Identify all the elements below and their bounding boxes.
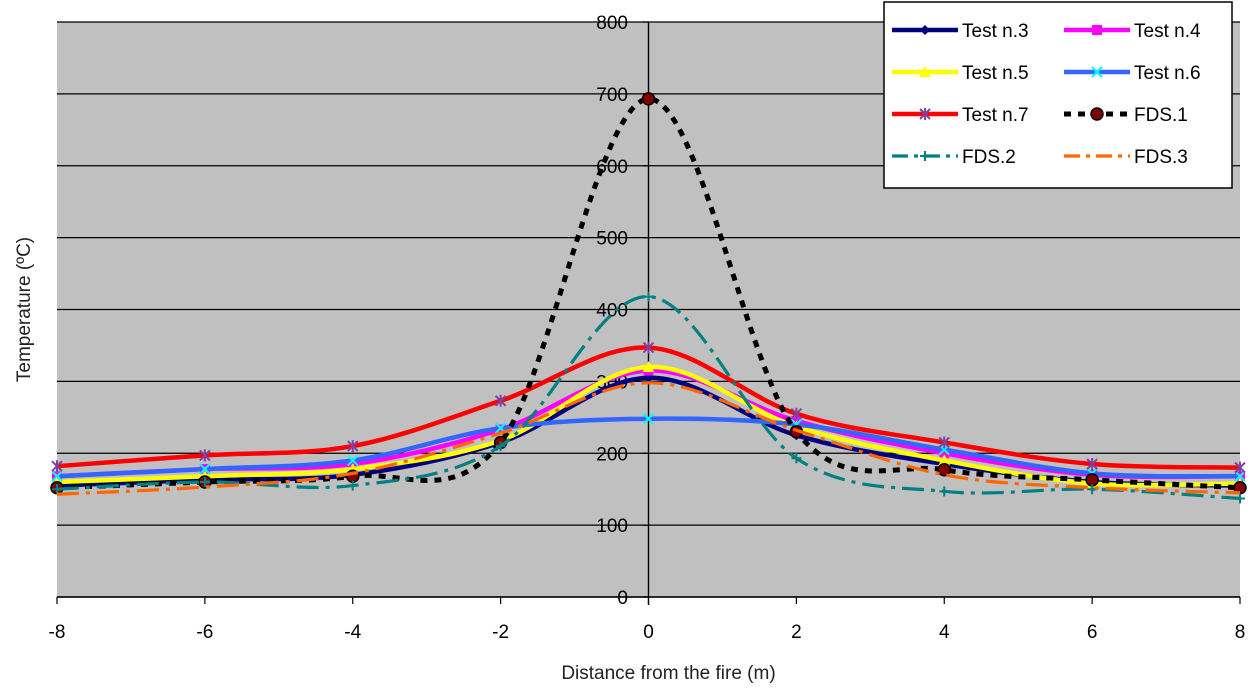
x-tick-label: -8 bbox=[49, 622, 66, 643]
data-point bbox=[642, 341, 655, 354]
data-point bbox=[51, 460, 63, 473]
legend-label: Test n.3 bbox=[962, 21, 1029, 42]
y-tick-label: 0 bbox=[617, 588, 628, 609]
legend-marker bbox=[919, 108, 931, 120]
series-fds-3 bbox=[56, 381, 1241, 496]
data-point bbox=[643, 291, 654, 302]
legend-marker bbox=[920, 25, 930, 35]
series-line bbox=[56, 96, 1241, 491]
legend-label: FDS.1 bbox=[1134, 105, 1188, 126]
legend-marker bbox=[1092, 25, 1102, 35]
x-tick-label: 6 bbox=[1087, 622, 1098, 643]
legend-label: FDS.3 bbox=[1134, 147, 1188, 168]
legend-box bbox=[883, 1, 1233, 189]
legend-marker bbox=[920, 151, 930, 161]
data-point bbox=[939, 448, 950, 459]
y-tick-label: 500 bbox=[596, 229, 628, 250]
data-point bbox=[494, 394, 507, 407]
y-tick-label: 200 bbox=[596, 444, 628, 465]
data-point bbox=[199, 449, 211, 462]
x-axis-label: Distance from the fire (m) bbox=[561, 663, 775, 684]
legend-label: Test n.6 bbox=[1134, 63, 1201, 84]
series-test-n-7 bbox=[51, 341, 1246, 474]
data-point bbox=[1085, 473, 1099, 487]
data-point bbox=[52, 484, 62, 495]
y-axis-label: Temperature (ºC) bbox=[14, 237, 35, 382]
y-tick-label: 100 bbox=[596, 516, 628, 537]
x-tick-labels: -8 -6 -4 -2 0 2 4 6 8 bbox=[49, 622, 1246, 643]
legend-label: Test n.7 bbox=[962, 105, 1029, 126]
series-lines bbox=[50, 92, 1247, 504]
y-tick-label: 400 bbox=[596, 301, 628, 322]
data-point bbox=[791, 453, 802, 464]
y-tick-label: 800 bbox=[596, 13, 628, 34]
data-point bbox=[1234, 470, 1246, 482]
data-point bbox=[938, 436, 950, 449]
x-tick-label: 2 bbox=[791, 622, 802, 643]
x-tick-label: 4 bbox=[939, 622, 950, 643]
data-point bbox=[347, 440, 359, 453]
legend-marker bbox=[1091, 66, 1103, 78]
data-point bbox=[1234, 461, 1246, 474]
data-point bbox=[51, 470, 63, 482]
y-tick-label: 700 bbox=[596, 85, 628, 106]
data-point bbox=[937, 463, 951, 477]
data-point bbox=[1086, 458, 1098, 471]
data-point bbox=[790, 407, 803, 420]
legend-label: FDS.2 bbox=[962, 147, 1016, 168]
data-point bbox=[495, 441, 506, 452]
legend-marker bbox=[919, 66, 931, 77]
x-tick-label: -2 bbox=[492, 622, 509, 643]
axes bbox=[56, 21, 1241, 605]
legend-marker bbox=[1090, 107, 1104, 121]
x-tick-label: 0 bbox=[643, 622, 654, 643]
x-tick-label: -4 bbox=[344, 622, 361, 643]
data-point bbox=[199, 477, 210, 487]
data-point bbox=[642, 413, 655, 425]
data-point bbox=[938, 454, 951, 466]
data-point bbox=[642, 361, 655, 372]
data-point bbox=[939, 486, 950, 497]
data-point bbox=[641, 92, 656, 106]
x-tick-label: -6 bbox=[196, 622, 213, 643]
data-point bbox=[1235, 493, 1245, 504]
data-point bbox=[347, 480, 358, 491]
series-line bbox=[56, 381, 1241, 496]
legend: Test n.3 Test n.4 Test n.5 Test n.6 Test n.7… bbox=[883, 1, 1233, 189]
x-tick-label: 8 bbox=[1235, 622, 1246, 643]
legend-label: Test n.4 bbox=[1134, 21, 1201, 42]
data-point bbox=[199, 463, 211, 475]
series-test-n-6 bbox=[51, 413, 1246, 482]
legend-label: Test n.5 bbox=[962, 63, 1029, 84]
data-point bbox=[347, 454, 359, 467]
